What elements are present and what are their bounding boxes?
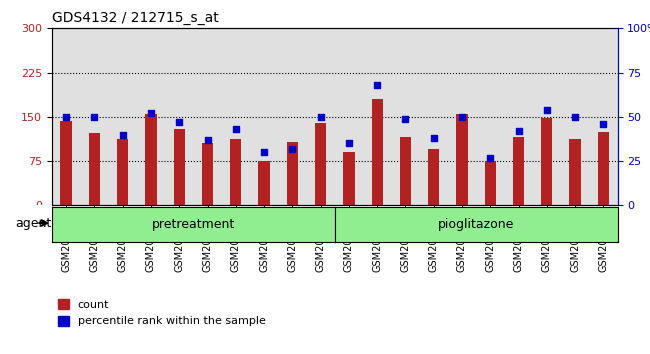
Point [400,116,411,121]
Bar [485,161,496,205]
Bar [569,139,580,205]
Point [231,126,241,132]
Text: agent: agent [15,217,51,229]
Bar [598,132,609,205]
Bar [428,149,439,205]
Bar [89,133,100,205]
Point [259,149,269,155]
Point [146,110,156,116]
Point [541,107,552,113]
Bar [541,118,552,205]
Point [570,114,580,120]
Bar [146,114,157,205]
Bar [117,139,128,205]
Point [287,146,298,152]
Bar [202,143,213,205]
Point [315,114,326,120]
Point [61,114,72,120]
Point [89,114,99,120]
Bar [456,114,467,205]
Bar [343,152,354,205]
Bar [315,123,326,205]
Bar [174,129,185,205]
Point [174,119,185,125]
Point [457,114,467,120]
Point [428,135,439,141]
Bar [513,137,524,205]
Bar [400,137,411,205]
Bar [259,161,270,205]
Legend: count, percentile rank within the sample: count, percentile rank within the sample [58,299,265,326]
Point [202,137,213,143]
Point [598,121,608,127]
Bar [60,121,72,205]
Bar [230,139,241,205]
Point [118,132,128,137]
Point [372,82,382,88]
Bar [372,99,383,205]
Text: pioglitazone: pioglitazone [438,218,514,231]
Bar [287,142,298,205]
Point [344,141,354,146]
Text: pretreatment: pretreatment [151,218,235,231]
Point [514,128,524,134]
Point [485,155,495,160]
Text: GDS4132 / 212715_s_at: GDS4132 / 212715_s_at [52,11,219,24]
